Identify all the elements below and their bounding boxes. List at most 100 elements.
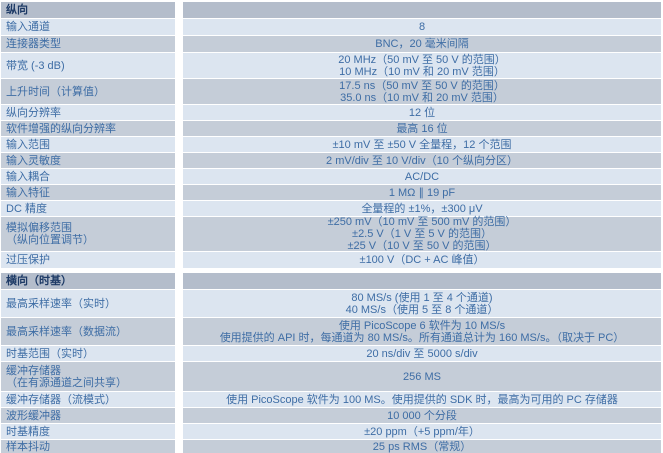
column-divider xyxy=(175,19,183,35)
row-buffer-memory-streaming: 缓冲存储器（流模式） 使用 PicoScope 软件为 100 MS。使用提供的… xyxy=(1,392,661,408)
column-divider xyxy=(175,392,183,407)
spec-value-line: AC/DC xyxy=(404,170,440,183)
spec-value-line: 40 MS/s（使用 5 至 8 个通道） xyxy=(345,303,499,316)
spec-value: ±20 ppm（+5 ppm/年） xyxy=(183,424,661,439)
row-max-sampling-rate-streaming: 最高采样速率（数据流） 使用 PicoScope 6 软件为 10 MS/s 使… xyxy=(1,318,661,346)
spec-label-line: 输入耦合 xyxy=(6,170,50,183)
column-divider xyxy=(175,440,183,453)
row-timebase-range: 时基范围（实时） 20 ns/div 至 5000 s/div xyxy=(1,346,661,362)
spec-label: 输入通道 xyxy=(1,19,175,35)
spec-value-line: 1 MΩ ∥ 19 pF xyxy=(388,186,456,199)
spec-value-line: ±10 mV 至 ±50 V 全量程，12 个范围 xyxy=(332,138,512,151)
row-bandwidth: 带宽 (-3 dB) 20 MHz（50 mV 至 50 V 的范围） 10 M… xyxy=(1,53,661,79)
row-connector-type: 连接器类型 BNC，20 毫米间隔 xyxy=(1,36,661,53)
section-header-vertical: 纵向 xyxy=(1,2,661,19)
row-input-coupling: 输入耦合 AC/DC xyxy=(1,169,661,185)
column-divider xyxy=(175,121,183,136)
spec-label-line: 输入范围 xyxy=(6,138,50,151)
spec-value: 使用 PicoScope 6 软件为 10 MS/s 使用提供的 API 时，每… xyxy=(183,318,661,345)
spec-label-line: 输入特征 xyxy=(6,186,50,199)
spec-label-line: 缓冲存储器 xyxy=(6,364,61,377)
spec-value-line: 256 MS xyxy=(403,370,441,383)
spec-value: 1 MΩ ∥ 19 pF xyxy=(183,185,661,200)
column-divider xyxy=(175,346,183,361)
spec-label-line: 纵向分辨率 xyxy=(6,106,61,119)
section-header-text: 横向（时基） xyxy=(6,275,72,287)
spec-value-line: 20 MHz（50 mV 至 50 V 的范围） xyxy=(338,53,506,66)
spec-label-line: （纵向位置调节） xyxy=(6,234,94,246)
column-divider xyxy=(175,137,183,152)
column-divider xyxy=(175,79,183,104)
row-input-characteristics: 输入特征 1 MΩ ∥ 19 pF xyxy=(1,185,661,201)
row-input-sensitivity: 输入灵敏度 2 mV/div 至 10 V/div（10 个纵向分区） xyxy=(1,153,661,169)
column-divider xyxy=(175,169,183,184)
column-divider xyxy=(175,217,183,251)
spec-value-line: 35.0 ns（10 mV 和 20 mV 范围） xyxy=(340,91,504,104)
row-input-channels: 输入通道 8 xyxy=(1,19,661,36)
row-overvoltage-protection: 过压保护 ±100 V（DC + AC 峰值） xyxy=(1,252,661,269)
spec-value-line: 8 xyxy=(418,21,426,33)
spec-label: 模拟偏移范围 （纵向位置调节） xyxy=(1,217,175,251)
spec-value: 80 MS/s (使用 1 至 4 个通道) 40 MS/s（使用 5 至 8 … xyxy=(183,290,661,317)
spec-label-line: 时基精度 xyxy=(6,425,50,438)
spec-value-line: ±2.5 V（1 V 至 5 V 的范围） xyxy=(352,228,492,240)
spec-label: 软件增强的纵向分辨率 xyxy=(1,121,175,136)
spec-label-line: 缓冲存储器（流模式） xyxy=(6,393,116,406)
spec-value-line: 20 ns/div 至 5000 s/div xyxy=(366,347,478,360)
column-divider xyxy=(175,273,183,289)
spec-value-line: ±25 V（10 V 至 50 V 的范围） xyxy=(347,240,497,252)
spec-label-line: 软件增强的纵向分辨率 xyxy=(6,122,116,135)
spec-label-line: 输入通道 xyxy=(6,21,50,33)
spec-label-line: DC 精度 xyxy=(6,202,47,215)
column-divider xyxy=(175,290,183,317)
row-buffer-memory: 缓冲存储器 （在有源通道之间共享） 256 MS xyxy=(1,362,661,392)
section-header-label: 横向（时基） xyxy=(1,273,175,289)
spec-value-line: ±100 V（DC + AC 峰值） xyxy=(359,254,485,266)
section-header-label: 纵向 xyxy=(1,2,175,18)
spec-value-line: 使用提供的 API 时，每通道为 80 MS/s。所有通道总计为 160 MS/… xyxy=(219,331,625,344)
section-header-spacer xyxy=(183,2,661,18)
spec-label: 缓冲存储器（流模式） xyxy=(1,392,175,407)
spec-value-line: ±250 mV（10 mV 至 500 mV 的范围） xyxy=(327,216,517,228)
section-header-spacer xyxy=(183,273,661,289)
spec-value: 10 000 个分段 xyxy=(183,408,661,423)
row-rise-time: 上升时间（计算值） 17.5 ns（50 mV 至 50 V 的范围） 35.0… xyxy=(1,79,661,105)
spec-value: 256 MS xyxy=(183,362,661,391)
spec-label: 样本抖动 xyxy=(1,440,175,453)
spec-label-line: 时基范围（实时） xyxy=(6,347,94,360)
column-divider xyxy=(175,318,183,345)
row-analog-offset-range: 模拟偏移范围 （纵向位置调节） ±250 mV（10 mV 至 500 mV 的… xyxy=(1,216,661,252)
spec-label: 输入特征 xyxy=(1,185,175,200)
spec-label-line: 模拟偏移范围 xyxy=(6,222,72,234)
spec-label-line: 带宽 (-3 dB) xyxy=(6,59,65,72)
spec-value: 2 mV/div 至 10 V/div（10 个纵向分区） xyxy=(183,153,661,168)
spec-label: 输入耦合 xyxy=(1,169,175,184)
spec-value: BNC，20 毫米间隔 xyxy=(183,36,661,52)
spec-value-line: 25 ps RMS（常规） xyxy=(372,440,472,453)
spec-label: 上升时间（计算值） xyxy=(1,79,175,104)
spec-value-line: 17.5 ns（50 mV 至 50 V 的范围） xyxy=(339,79,505,92)
spec-label: 缓冲存储器 （在有源通道之间共享） xyxy=(1,362,175,391)
column-divider xyxy=(175,105,183,120)
spec-value: 使用 PicoScope 软件为 100 MS。使用提供的 SDK 时，最高为可… xyxy=(183,392,661,407)
spec-label-line: 波形缓冲器 xyxy=(6,409,61,422)
row-dc-accuracy: DC 精度 全量程的 ±1%，±300 μV xyxy=(1,201,661,217)
column-divider xyxy=(175,252,183,268)
column-divider xyxy=(175,36,183,52)
spec-label-line: 样本抖动 xyxy=(6,440,50,453)
column-divider xyxy=(175,153,183,168)
row-waveform-buffer: 波形缓冲器 10 000 个分段 xyxy=(1,408,661,424)
spec-value-line: 10 MHz（10 mV 和 20 mV 范围） xyxy=(339,65,505,78)
spec-label: 输入范围 xyxy=(1,137,175,152)
column-divider xyxy=(175,408,183,423)
spec-value: 全量程的 ±1%，±300 μV xyxy=(183,201,661,216)
spec-label-line: （在有源通道之间共享） xyxy=(6,376,127,389)
spec-label-line: 上升时间（计算值） xyxy=(6,85,105,98)
spec-label: 最高采样速率（数据流） xyxy=(1,318,175,345)
spec-value: 12 位 xyxy=(183,105,661,120)
spec-label-line: 输入灵敏度 xyxy=(6,154,61,167)
spec-label: 纵向分辨率 xyxy=(1,105,175,120)
spec-label-line: 连接器类型 xyxy=(6,38,61,50)
spec-label-line: 过压保护 xyxy=(6,254,50,266)
